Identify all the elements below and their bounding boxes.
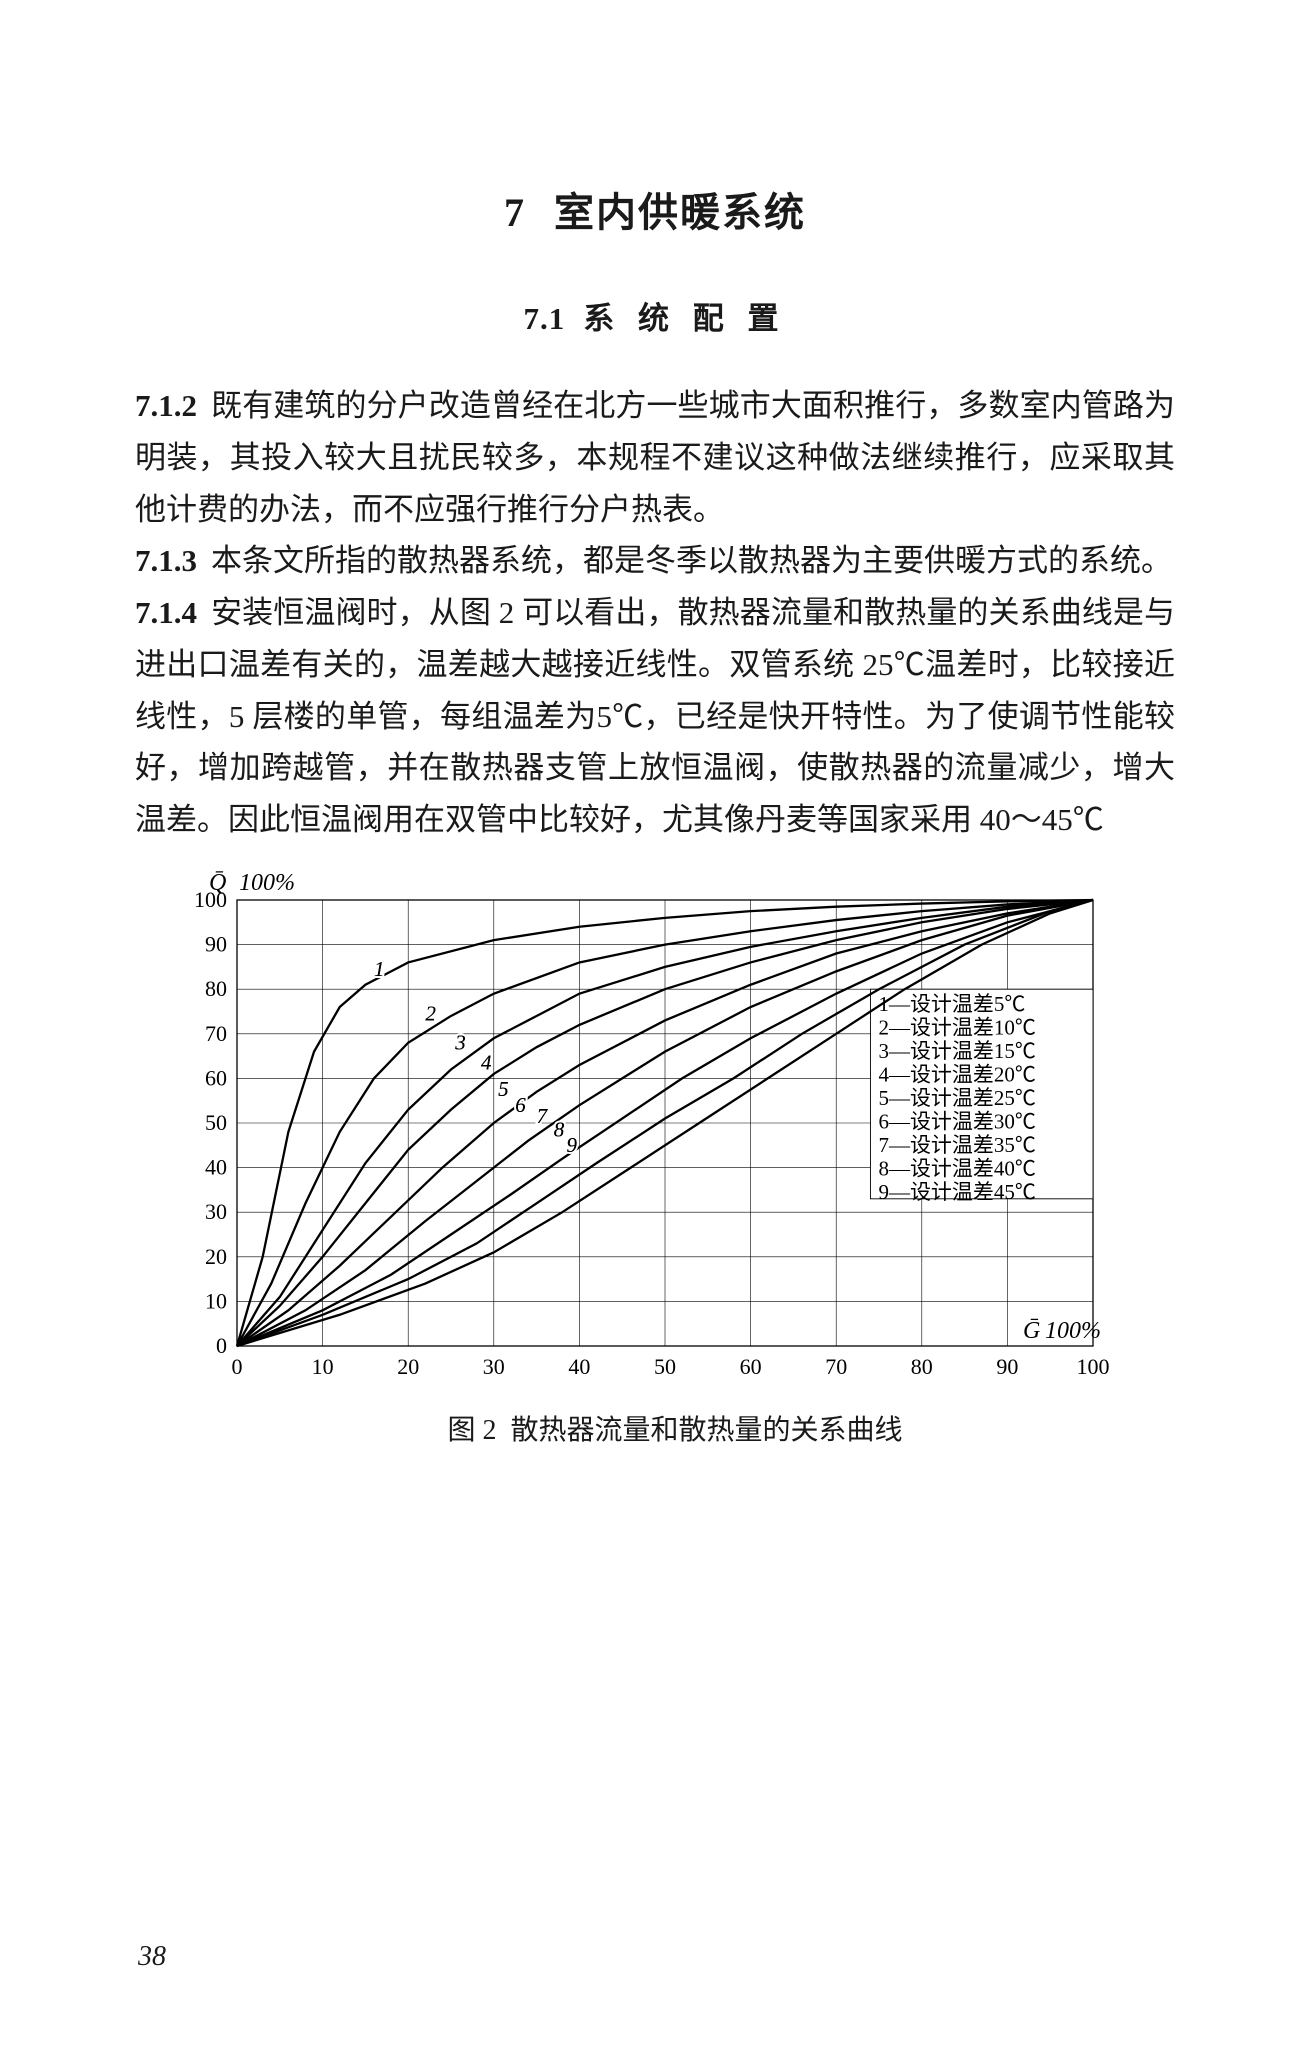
- svg-text:10: 10: [205, 1288, 227, 1313]
- svg-text:4—设计温差20℃: 4—设计温差20℃: [878, 1063, 1035, 1087]
- svg-text:3—设计温差15℃: 3—设计温差15℃: [878, 1039, 1035, 1063]
- svg-text:50: 50: [205, 1110, 227, 1135]
- svg-text:0: 0: [232, 1354, 243, 1379]
- clause-number: 7.1.3: [135, 543, 197, 578]
- svg-text:9—设计温差45℃: 9—设计温差45℃: [878, 1180, 1035, 1204]
- svg-text:80: 80: [205, 976, 227, 1001]
- chapter-title: 7 室内供暖系统: [135, 180, 1175, 238]
- svg-text:6: 6: [515, 1093, 526, 1117]
- svg-text:60: 60: [740, 1354, 762, 1379]
- svg-text:6—设计温差30℃: 6—设计温差30℃: [878, 1110, 1035, 1134]
- svg-text:80: 80: [911, 1354, 933, 1379]
- svg-text:5—设计温差25℃: 5—设计温差25℃: [878, 1086, 1035, 1110]
- paragraph-text: 本条文所指的散热器系统，都是冬季以散热器为主要供暖方式的系统。: [211, 543, 1172, 578]
- svg-text:0: 0: [216, 1333, 227, 1358]
- chapter-title-text: 室内供暖系统: [554, 190, 806, 235]
- section-title: 7.1 系 统 配 置: [135, 293, 1175, 338]
- paragraph: 7.1.4安装恒温阀时，从图 2 可以看出，散热器流量和散热量的关系曲线是与进出…: [135, 587, 1175, 846]
- svg-text:1: 1: [374, 957, 385, 981]
- svg-text:20: 20: [397, 1354, 419, 1379]
- svg-text:7: 7: [537, 1104, 549, 1128]
- svg-text:70: 70: [205, 1021, 227, 1046]
- chart-caption-num: 图 2: [447, 1415, 496, 1446]
- section-number: 7.1: [524, 301, 566, 336]
- svg-text:20: 20: [205, 1244, 227, 1269]
- svg-text:2—设计温差10℃: 2—设计温差10℃: [878, 1016, 1035, 1040]
- paragraph: 7.1.3 本条文所指的散热器系统，都是冬季以散热器为主要供暖方式的系统。: [135, 535, 1175, 587]
- svg-text:2: 2: [425, 1001, 436, 1025]
- svg-text:100: 100: [194, 887, 227, 912]
- svg-text:4: 4: [481, 1050, 492, 1074]
- clause-number: 7.1.4: [135, 595, 197, 630]
- svg-text:1—设计温差5℃: 1—设计温差5℃: [878, 992, 1025, 1016]
- svg-text:3: 3: [454, 1030, 466, 1054]
- page-number: 38: [138, 1941, 166, 1973]
- paragraph: 7.1.2既有建筑的分户改造曾经在北方一些城市大面积推行，多数室内管路为明装，其…: [135, 380, 1175, 535]
- chart-caption-text: 散热器流量和散热量的关系曲线: [511, 1415, 903, 1446]
- chart-svg: Q̄100%0102030405060708090100010203040506…: [175, 868, 1155, 1398]
- svg-text:90: 90: [996, 1354, 1018, 1379]
- svg-text:40: 40: [568, 1354, 590, 1379]
- chart-caption: 图 2 散热器流量和散热量的关系曲线: [175, 1408, 1175, 1448]
- svg-text:50: 50: [654, 1354, 676, 1379]
- svg-text:8: 8: [554, 1117, 565, 1141]
- svg-text:40: 40: [205, 1154, 227, 1179]
- clause-number: 7.1.2: [135, 388, 197, 423]
- paragraph-text: 既有建筑的分户改造曾经在北方一些城市大面积推行，多数室内管路为明装，其投入较大且…: [135, 388, 1175, 527]
- svg-text:90: 90: [205, 931, 227, 956]
- svg-text:100: 100: [1077, 1354, 1110, 1379]
- svg-text:7—设计温差35℃: 7—设计温差35℃: [878, 1133, 1035, 1157]
- svg-text:70: 70: [825, 1354, 847, 1379]
- svg-text:10: 10: [312, 1354, 334, 1379]
- chart-figure: Q̄100%0102030405060708090100010203040506…: [175, 868, 1175, 1448]
- svg-text:8—设计温差40℃: 8—设计温差40℃: [878, 1157, 1035, 1181]
- svg-text:60: 60: [205, 1065, 227, 1090]
- svg-text:30: 30: [205, 1199, 227, 1224]
- section-title-text: 系 统 配 置: [583, 301, 786, 336]
- svg-text:5: 5: [498, 1077, 509, 1101]
- svg-text:30: 30: [483, 1354, 505, 1379]
- svg-text:100%: 100%: [1045, 1318, 1101, 1344]
- svg-text:100%: 100%: [239, 870, 295, 896]
- svg-text:9: 9: [567, 1133, 578, 1157]
- chapter-number: 7: [504, 190, 526, 235]
- paragraph-text: 安装恒温阀时，从图 2 可以看出，散热器流量和散热量的关系曲线是与进出口温差有关…: [135, 595, 1175, 837]
- svg-text:Ḡ: Ḡ: [1023, 1318, 1040, 1344]
